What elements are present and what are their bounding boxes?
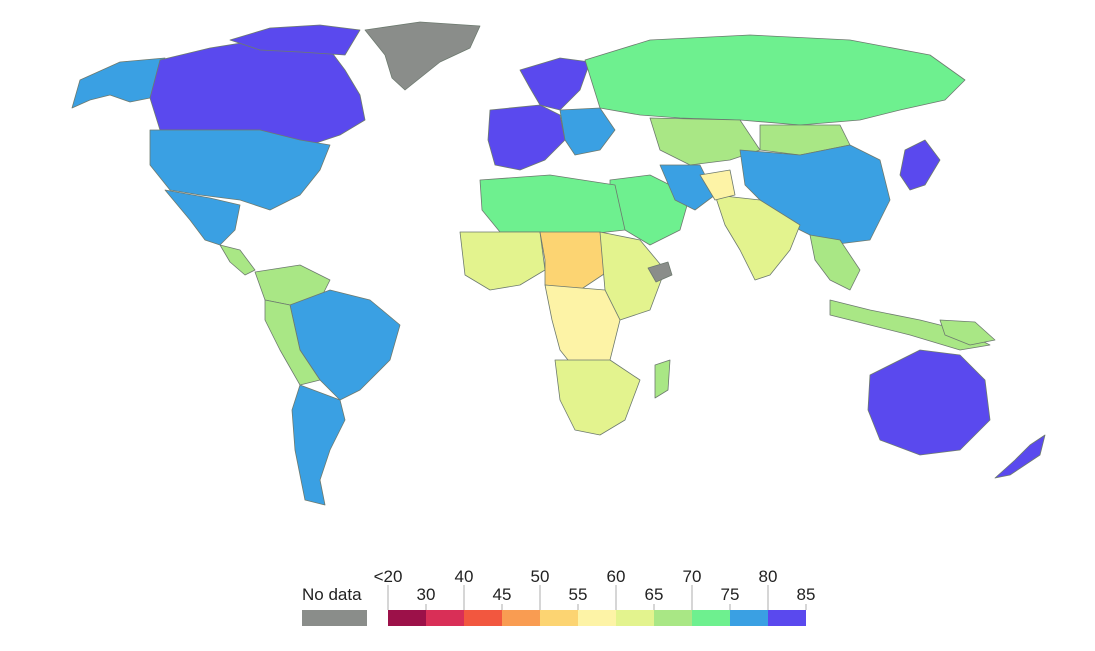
- legend-swatch-10: [768, 610, 806, 626]
- legend-swatch-4: [540, 610, 578, 626]
- region-russia: [584, 34, 966, 126]
- legend-no-data-label: No data: [302, 585, 362, 604]
- region-japan: [899, 139, 941, 191]
- region-greenland: [364, 21, 481, 91]
- region-usa: [149, 129, 331, 211]
- region-central-america: [219, 244, 256, 276]
- region-west-africa: [459, 231, 546, 291]
- legend-tick-label-11: 85: [797, 585, 816, 604]
- region-peru-bolivia: [264, 299, 321, 386]
- legend-swatch-5: [578, 610, 616, 626]
- legend-tick-label-5: 55: [569, 585, 588, 604]
- region-canada: [149, 39, 366, 146]
- region-madagascar: [654, 359, 671, 399]
- legend-swatch-6: [616, 610, 654, 626]
- legend-swatch-7: [654, 610, 692, 626]
- region-southern-africa: [554, 359, 641, 436]
- country-shapes: [71, 21, 1046, 506]
- region-indonesia: [829, 299, 991, 351]
- region-alaska: [71, 57, 166, 109]
- region-new-zealand: [994, 434, 1046, 479]
- region-mexico: [164, 189, 241, 246]
- region-india: [714, 194, 801, 281]
- region-horn-of-africa: [647, 261, 673, 283]
- region-papua: [939, 319, 996, 346]
- legend-tick-label-1: 30: [417, 585, 436, 604]
- region-western-europe: [487, 104, 566, 171]
- legend-tick-label-3: 45: [493, 585, 512, 604]
- region-sahel: [539, 231, 611, 291]
- region-eastern-europe: [559, 107, 616, 156]
- legend-swatch-0: [388, 610, 426, 626]
- legend-swatch-8: [692, 610, 730, 626]
- legend-tick-label-0: <20: [374, 567, 403, 586]
- legend-no-data-swatch: [302, 610, 367, 626]
- legend-tick-label-2: 40: [455, 567, 474, 586]
- region-arctic-islands: [229, 24, 361, 56]
- legend-swatch-1: [426, 610, 464, 626]
- region-southern-cone: [291, 384, 346, 506]
- legend-tick-label-10: 80: [759, 567, 778, 586]
- legend: No data <20 30 40 45 50 55 60 65 70 75 80 85: [302, 567, 815, 626]
- legend-tick-label-7: 65: [645, 585, 664, 604]
- legend-tick-label-4: 50: [531, 567, 550, 586]
- region-southeast-asia: [809, 234, 861, 291]
- legend-swatch-3: [502, 610, 540, 626]
- region-north-africa: [479, 174, 626, 236]
- legend-tick-label-6: 60: [607, 567, 626, 586]
- legend-color-scale: <20 30 40 45 50 55 60 65 70 75 80 85: [374, 567, 816, 626]
- legend-tick-label-9: 75: [721, 585, 740, 604]
- region-central-asia: [649, 117, 761, 166]
- legend-swatch-2: [464, 610, 502, 626]
- region-australia: [867, 349, 991, 456]
- legend-tick-label-8: 70: [683, 567, 702, 586]
- region-scandinavia: [519, 57, 591, 111]
- legend-swatch-9: [730, 610, 768, 626]
- region-afghanistan: [699, 169, 736, 201]
